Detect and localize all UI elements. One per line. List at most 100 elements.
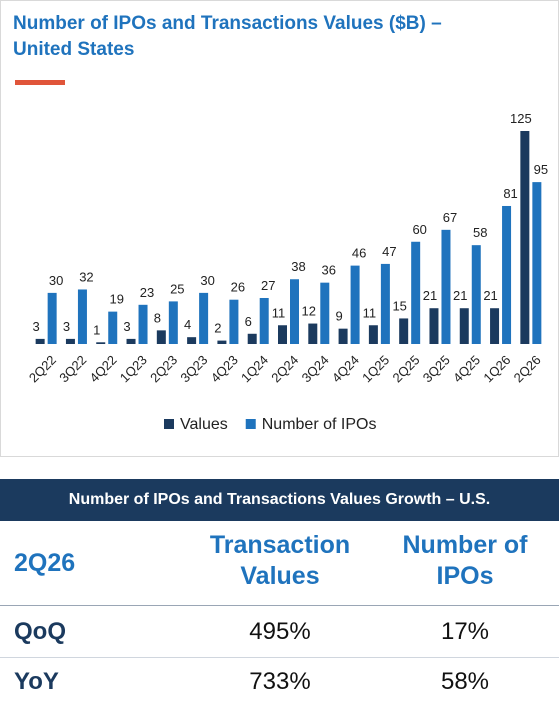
data-label: 60 — [412, 222, 426, 237]
bar — [156, 330, 166, 344]
bar — [429, 308, 439, 344]
title-accent — [15, 80, 65, 85]
x-tick-label: 2Q25 — [389, 352, 422, 385]
table-header: Transaction Values — [209, 531, 351, 590]
data-label: 30 — [49, 273, 63, 288]
bar — [217, 340, 227, 344]
data-label: 11 — [272, 305, 286, 320]
data-label: 6 — [245, 314, 252, 329]
data-label: 81 — [503, 186, 517, 201]
x-tick-label: 4Q25 — [450, 352, 483, 385]
table-rule — [0, 657, 559, 658]
bar — [490, 308, 500, 344]
x-tick-label: 1Q26 — [480, 352, 513, 385]
table-title: Number of IPOs and Transactions Values G… — [0, 479, 559, 521]
data-label: 27 — [261, 278, 275, 293]
x-tick-label: 2Q24 — [268, 352, 301, 385]
bar — [502, 205, 512, 344]
bar — [278, 325, 287, 344]
x-tick-label: 1Q25 — [359, 352, 392, 385]
bar — [290, 279, 299, 344]
x-tick-label: 1Q23 — [117, 352, 150, 385]
bar — [411, 241, 421, 344]
data-label: 9 — [335, 309, 342, 324]
table-value: 733% — [249, 668, 311, 695]
data-label: 15 — [392, 298, 406, 313]
bar — [532, 182, 542, 344]
table-rule — [0, 605, 559, 606]
x-tick-label: 4Q23 — [208, 352, 241, 385]
bar — [399, 318, 409, 344]
data-label: 38 — [291, 259, 305, 274]
legend-label: Number of IPOs — [262, 416, 377, 433]
bar — [247, 333, 257, 344]
x-tick-label: 4Q24 — [329, 352, 362, 385]
bar — [229, 299, 239, 344]
bar — [338, 328, 348, 344]
row-label: YoY — [14, 668, 59, 695]
bar — [459, 308, 469, 344]
bar — [259, 297, 269, 344]
data-label: 4 — [184, 317, 191, 332]
table-header: 2Q26 — [14, 549, 76, 577]
x-tick-label: 3Q24 — [299, 352, 332, 385]
data-label: 25 — [170, 281, 184, 296]
bar — [520, 131, 530, 344]
data-label: 3 — [63, 319, 70, 334]
data-label: 58 — [473, 225, 487, 240]
data-label: 30 — [200, 273, 214, 288]
bar — [471, 245, 481, 344]
data-label: 8 — [154, 310, 161, 325]
data-label: 46 — [352, 246, 366, 261]
x-tick-label: 1Q24 — [238, 352, 271, 385]
data-label: 3 — [123, 319, 130, 334]
bar — [168, 301, 178, 344]
x-tick-label: 3Q22 — [56, 352, 89, 385]
x-tick-label: 3Q25 — [420, 352, 453, 385]
data-label: 95 — [534, 162, 548, 177]
data-label: 11 — [363, 305, 377, 320]
bar — [96, 342, 106, 344]
x-tick-label: 3Q23 — [177, 352, 210, 385]
x-tick-label: 4Q22 — [87, 352, 120, 385]
data-label: 12 — [302, 304, 316, 319]
row-label: QoQ — [14, 618, 66, 645]
table-value: 495% — [249, 618, 311, 645]
bar — [368, 325, 378, 344]
data-label: 67 — [443, 210, 457, 225]
data-label: 21 — [483, 288, 497, 303]
chart-panel: Number of IPOs and Transactions Values (… — [0, 0, 559, 457]
data-label: 32 — [79, 269, 93, 284]
bar — [126, 338, 136, 344]
bar — [308, 323, 318, 344]
bar — [47, 292, 57, 344]
data-label: 1 — [93, 322, 100, 337]
bar — [108, 311, 118, 344]
bar — [138, 304, 148, 344]
bar — [187, 337, 197, 344]
data-label: 23 — [140, 285, 154, 300]
table-value: 58% — [440, 668, 490, 695]
legend-swatch — [164, 419, 174, 429]
bar — [77, 289, 87, 344]
data-label: 47 — [382, 244, 396, 259]
bar — [199, 292, 209, 344]
data-label: 2 — [214, 321, 221, 336]
bar — [65, 338, 75, 344]
table-value: 17% — [440, 618, 490, 645]
x-tick-label: 2Q22 — [26, 352, 59, 385]
data-label: 36 — [322, 263, 336, 278]
bar — [35, 338, 45, 344]
legend-label: Values — [180, 416, 228, 433]
data-label: 21 — [453, 288, 467, 303]
data-label: 26 — [231, 280, 245, 295]
legend-swatch — [245, 419, 256, 429]
bar — [350, 265, 360, 344]
x-tick-label: 2Q23 — [147, 352, 180, 385]
bar — [441, 229, 451, 344]
table-header: Number of IPOs — [402, 531, 528, 590]
data-label: 19 — [110, 292, 124, 307]
bar — [380, 263, 390, 344]
x-tick-label: 2Q26 — [511, 352, 544, 385]
